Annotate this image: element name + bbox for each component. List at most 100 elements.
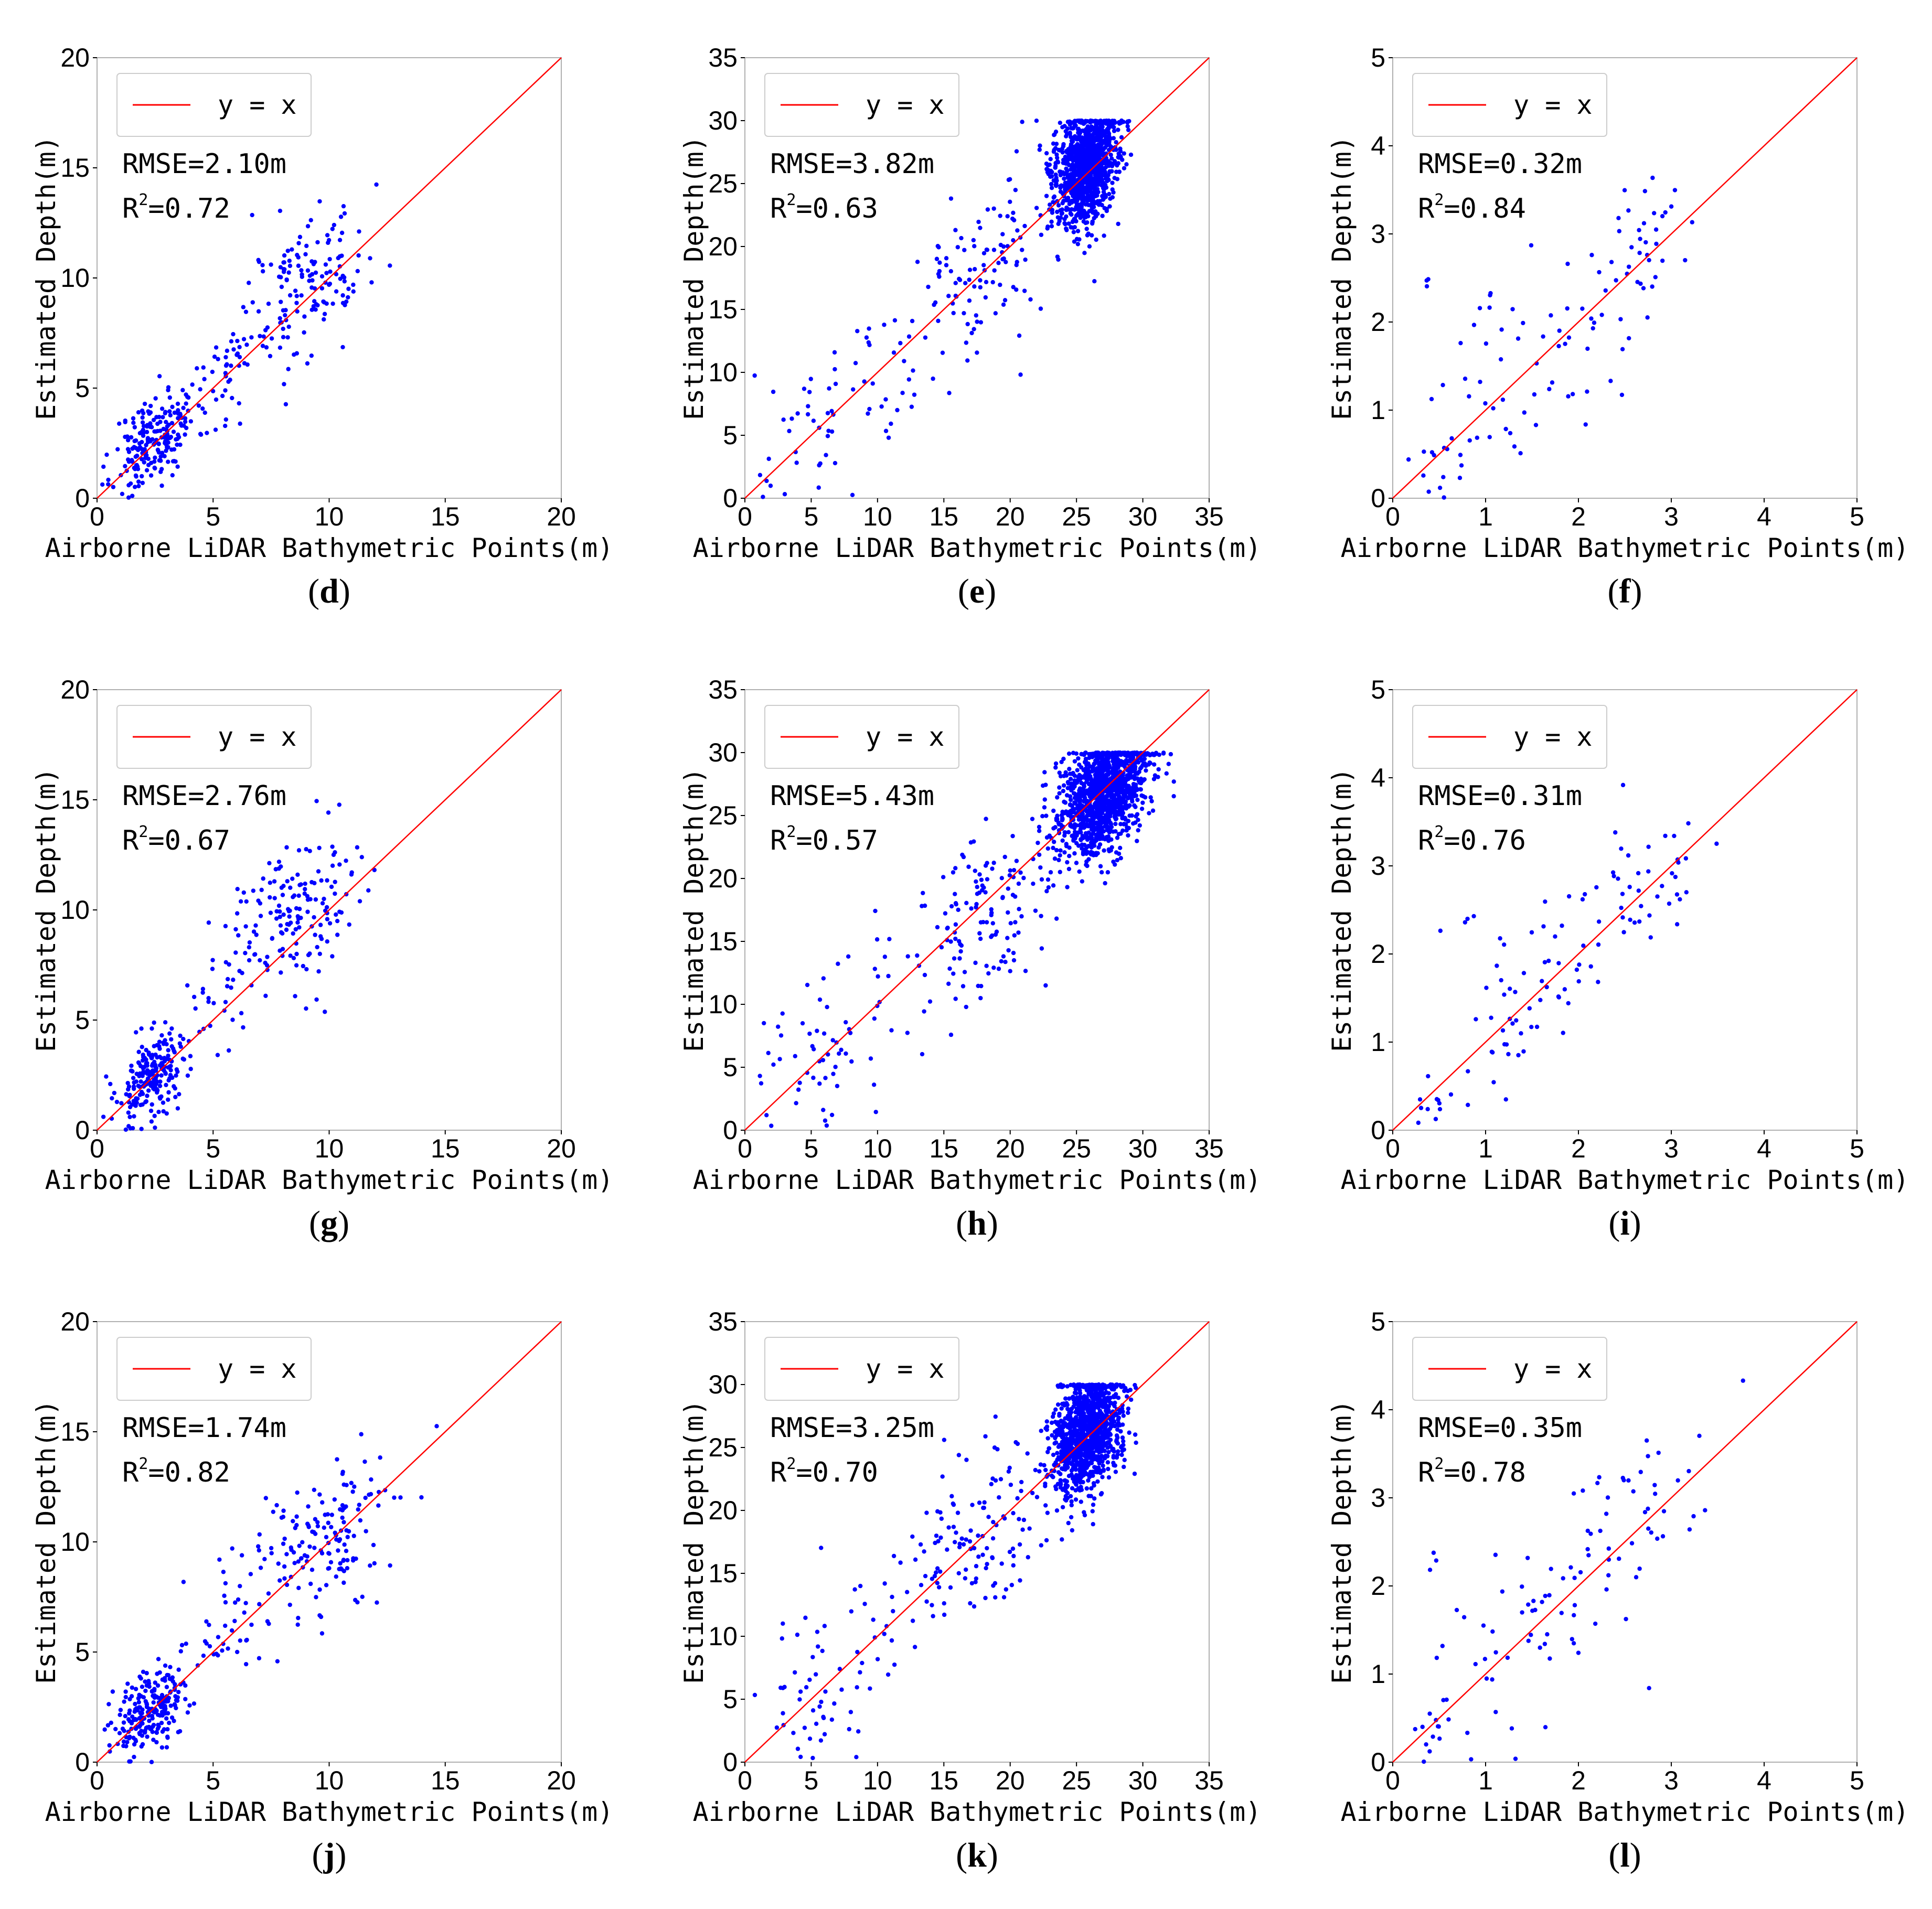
scatter-point — [1421, 474, 1425, 478]
scatter-point — [1654, 242, 1658, 246]
scatter-point — [867, 340, 871, 345]
scatter-point — [1111, 808, 1115, 812]
scatter-point — [308, 849, 312, 853]
scatter-point — [192, 1701, 196, 1706]
scatter-point — [268, 881, 272, 885]
scatter-point — [1093, 212, 1097, 217]
scatter-point — [984, 280, 988, 284]
scatter-point — [1038, 865, 1042, 870]
scatter-point — [167, 1696, 171, 1700]
scatter-point — [157, 374, 162, 378]
scatter-point — [297, 883, 302, 887]
scatter-point — [1052, 195, 1056, 199]
scatter-point — [954, 901, 958, 905]
scatter-point — [830, 1113, 834, 1117]
scatter-point — [1065, 186, 1070, 190]
scatter-points — [101, 799, 377, 1132]
scatter-point — [133, 1702, 137, 1706]
scatter-point — [1126, 128, 1130, 132]
scatter-point — [1084, 157, 1088, 162]
scatter-points — [100, 183, 392, 500]
scatter-point — [257, 1656, 261, 1660]
scatter-point — [180, 388, 185, 392]
scatter-point — [265, 325, 270, 329]
scatter-point — [973, 267, 977, 271]
scatter-point — [277, 866, 281, 871]
scatter-point — [807, 1032, 812, 1036]
scatter-point — [1501, 398, 1505, 402]
scatter-point — [921, 891, 925, 895]
y-tick-label: 3 — [1371, 219, 1385, 249]
scatter-point — [352, 1485, 356, 1489]
scatter-point — [869, 1056, 873, 1060]
scatter-point — [158, 1713, 162, 1718]
x-tick-label: 30 — [1128, 1134, 1158, 1163]
scatter-point — [1589, 253, 1594, 257]
scatter-point — [1069, 1515, 1073, 1519]
scatter-point — [141, 411, 145, 415]
scatter-point — [1125, 784, 1129, 788]
scatter-point — [231, 347, 236, 351]
scatter-point — [1566, 1001, 1571, 1005]
scatter-point — [1065, 150, 1069, 154]
scatter-point — [312, 262, 316, 266]
scatter-point — [266, 302, 271, 306]
scatter-point — [357, 1503, 361, 1507]
scatter-point — [1006, 910, 1010, 915]
y-tick-label: 0 — [723, 484, 738, 513]
r2-annotation: R2=0.82 — [122, 1455, 230, 1488]
scatter-point — [292, 1561, 296, 1565]
scatter-point — [1038, 147, 1042, 152]
scatter-point — [1044, 151, 1049, 155]
scatter-point — [143, 456, 147, 460]
scatter-point — [210, 958, 215, 962]
scatter-point — [1418, 1097, 1422, 1101]
rmse-annotation: RMSE=2.10m — [122, 148, 286, 180]
scatter-point — [1096, 167, 1101, 171]
scatter-point — [119, 1708, 123, 1712]
scatter-point — [182, 1057, 186, 1061]
scatter-point — [1076, 126, 1081, 131]
scatter-point — [286, 249, 290, 253]
scatter-point — [980, 883, 985, 887]
scatter-point — [997, 967, 1001, 971]
scatter-point — [1069, 777, 1073, 781]
scatter-point — [1581, 897, 1585, 902]
scatter-point — [1140, 800, 1145, 805]
scatter-point — [139, 1710, 143, 1714]
scatter-point — [300, 1540, 304, 1544]
scatter-point — [1001, 954, 1006, 958]
scatter-point — [1512, 444, 1517, 448]
scatter-point — [1009, 921, 1013, 925]
scatter-point — [1000, 232, 1005, 236]
scatter-point — [1653, 275, 1658, 279]
scatter-point — [214, 398, 218, 402]
scatter-point — [140, 474, 144, 478]
scatter-point — [1078, 798, 1082, 802]
scatter-point — [1076, 756, 1080, 760]
y-axis-label: Estimated Depth(m) — [679, 1400, 709, 1684]
scatter-point — [1094, 127, 1098, 131]
scatter-point — [1441, 475, 1445, 479]
scatter-point — [873, 967, 877, 971]
rmse-annotation: RMSE=5.43m — [770, 780, 934, 812]
scatter-point — [132, 1755, 136, 1759]
scatter-point — [155, 1043, 159, 1047]
scatter-point — [1096, 816, 1100, 820]
scatter-point — [273, 896, 277, 900]
scatter-point — [1094, 238, 1098, 242]
scatter-point — [1085, 813, 1089, 818]
scatter-point — [285, 879, 289, 883]
scatter-point — [777, 1057, 782, 1061]
scatter-point — [146, 1088, 151, 1092]
scatter-point — [318, 952, 322, 956]
scatter-point — [330, 954, 334, 958]
scatter-point — [298, 235, 302, 239]
scatter-point — [334, 289, 338, 293]
scatter-point — [131, 1126, 135, 1130]
scatter-point — [1112, 800, 1116, 804]
scatter-point — [1067, 867, 1071, 871]
panel-caption-letter: j — [324, 1836, 335, 1874]
scatter-point — [307, 1545, 312, 1549]
